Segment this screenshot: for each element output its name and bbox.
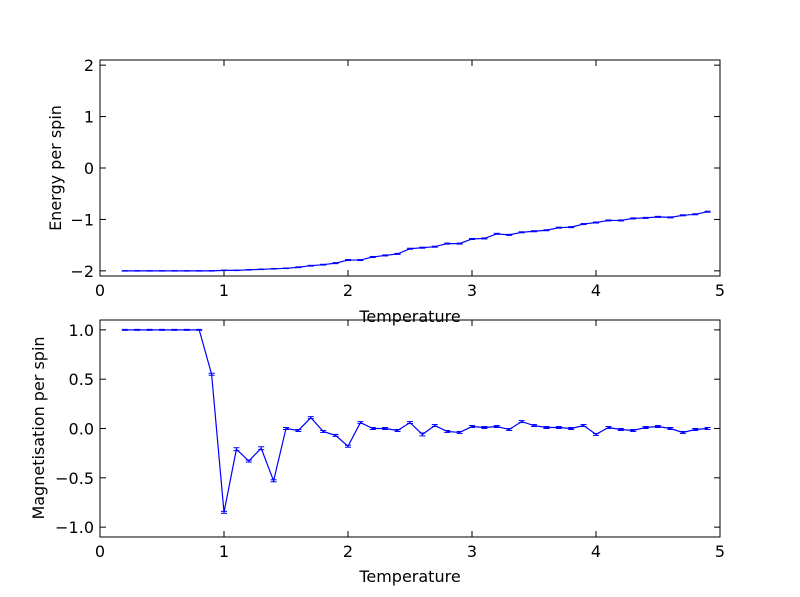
magnetisation-x-tick-label: 0 xyxy=(95,542,105,561)
energy-x-tick-label: 1 xyxy=(219,281,229,300)
magnetisation-y-tick-label: 0.0 xyxy=(69,420,94,439)
energy-x-tick-label: 2 xyxy=(343,281,353,300)
energy-y-tick-label: 0 xyxy=(84,159,94,178)
energy-y-tick-label: 1 xyxy=(84,108,94,127)
energy-x-tick-label: 0 xyxy=(95,281,105,300)
energy-x-tick-label: 4 xyxy=(591,281,601,300)
energy-panel: Temperature Energy per spin 0 1 2 3 4 5 2 1 0 −1 −… xyxy=(46,56,725,326)
magnetisation-x-tick-label: 4 xyxy=(591,542,601,561)
magnetisation-x-axis-label: Temperature xyxy=(358,567,460,586)
energy-y-axis-label: Energy per spin xyxy=(46,105,65,231)
magnetisation-y-tick-label: 0.5 xyxy=(69,370,94,389)
magnetisation-x-tick-label: 3 xyxy=(467,542,477,561)
energy-y-tick-label: −2 xyxy=(70,262,94,281)
magnetisation-y-tick-label: −1.0 xyxy=(55,518,94,537)
magnetisation-series-line xyxy=(124,329,708,513)
magnetisation-x-tick-label: 5 xyxy=(715,542,725,561)
energy-plot-area xyxy=(121,210,711,272)
magnetisation-y-tick-label: −0.5 xyxy=(55,469,94,488)
magnetisation-y-tick-label: 1.0 xyxy=(69,321,94,340)
magnetisation-panel: Temperature Magnetisation per spin 0 1 2 3 4… xyxy=(29,319,725,586)
magnetisation-y-axis-label: Magnetisation per spin xyxy=(29,336,48,519)
energy-y-tick-label: −1 xyxy=(70,210,94,229)
energy-y-tick-label: 2 xyxy=(84,56,94,75)
energy-x-tick-label: 3 xyxy=(467,281,477,300)
magnetisation-plot-area xyxy=(121,328,711,514)
energy-x-axis-label: Temperature xyxy=(358,307,460,326)
magnetisation-x-tick-label: 2 xyxy=(343,542,353,561)
energy-x-tick-label: 5 xyxy=(715,281,725,300)
magnetisation-x-tick-label: 1 xyxy=(219,542,229,561)
